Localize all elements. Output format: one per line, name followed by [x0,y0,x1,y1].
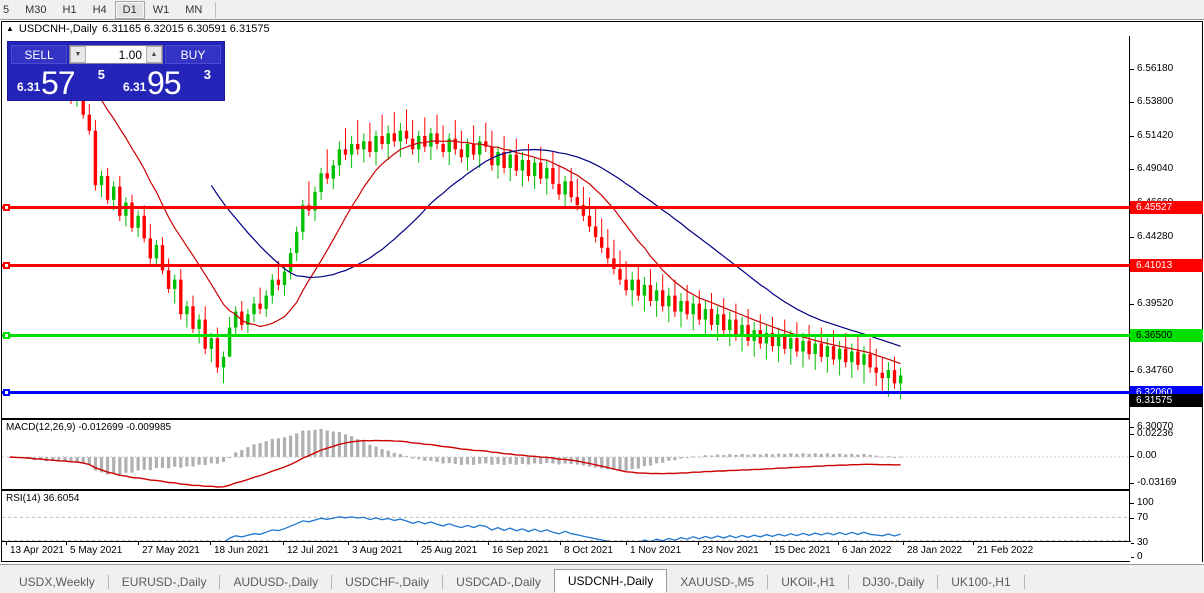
time-axis-label: 13 Apr 2021 [6,541,64,556]
symbol-tab-xauusd-m5[interactable]: XAUUSD-,M5 [680,575,755,589]
price-scale-tick: 6.49040 [1130,163,1203,175]
toolbar-divider [215,1,217,18]
time-axis-label: 6 Jan 2022 [838,541,892,556]
timeframe-button-w1[interactable]: W1 [152,3,170,16]
symbol-tab-divider [107,575,109,589]
indicator-scale-tick: 100 [1130,497,1203,509]
time-axis-label: 3 Aug 2021 [348,541,403,556]
symbol-tab-divider [442,575,444,589]
chart-symbol-label: USDCNH-,Daily [18,23,98,35]
candlestick-series [8,42,903,400]
bid-prefix: 6.31 [17,80,41,94]
rsi-pane-divider [2,489,1131,491]
time-axis-label: 18 Jun 2021 [209,541,270,556]
symbol-tab-ukoil-h1[interactable]: UKOil-,H1 [781,575,836,589]
trade-panel-quotes: 6.31 57 5 6.31 95 3 [8,65,224,100]
bid-fraction: 5 [97,67,105,82]
macd-pane-divider [2,418,1131,420]
timeframe-button-5[interactable]: 5 [3,3,10,16]
timeframe-button-h1[interactable]: H1 [62,3,77,16]
bid-big: 57 [41,65,76,97]
time-axis-label: 8 Oct 2021 [560,541,613,556]
timeframe-toolbar: 5 M30 H1 H4 D1 W1 MN [0,0,1204,20]
triangle-up-icon[interactable]: ▲ [6,24,14,33]
symbol-tab-usdcnh-daily[interactable]: USDCNH-,Daily [553,569,668,593]
rsi-series [2,516,1131,550]
ask-fraction: 3 [203,67,211,82]
time-axis-label: 23 Nov 2021 [698,541,759,556]
symbol-tab-divider [1023,575,1025,589]
price-scale[interactable]: 6.561806.538006.514206.490406.466606.442… [1129,36,1203,563]
symbol-tab-divider [331,575,333,589]
bid-quote[interactable]: 6.31 57 5 [11,65,115,97]
timeframe-button-m30[interactable]: M30 [25,3,47,16]
timeframe-button-mn[interactable]: MN [185,3,203,16]
price-level-tag-support-green[interactable]: 6.36500 [1130,329,1203,342]
symbol-tab-eurusd-daily[interactable]: EURUSD-,Daily [121,575,207,589]
price-scale-tick: 6.34760 [1130,365,1203,377]
time-axis-label: 27 May 2021 [138,541,200,556]
ask-prefix: 6.31 [123,80,147,94]
volume-input[interactable]: 1.00 [118,47,142,62]
indicator-scale-tick: 0 [1130,551,1203,563]
sell-button[interactable]: SELL [11,45,67,64]
price-scale-tick: 6.39520 [1130,298,1203,310]
symbol-tab-audusd-daily[interactable]: AUDUSD-,Daily [233,575,319,589]
chevron-up-icon[interactable]: ▲ [146,46,162,63]
price-pane[interactable] [2,36,1131,418]
one-click-trading-panel[interactable]: SELL ▼ 1.00 ▲ BUY 6.31 57 5 6.31 95 3 [7,41,225,101]
macd-series [2,429,1131,488]
chart-ohlc-values: 6.31165 6.32015 6.30591 6.31575 [102,23,270,35]
current-price-tag: 6.31575 [1130,394,1203,407]
symbol-tab-usdcad-daily[interactable]: USDCAD-,Daily [456,575,541,589]
time-axis-label: 21 Feb 2022 [972,541,1034,556]
ask-quote[interactable]: 6.31 95 3 [117,65,221,97]
symbol-tab-divider [937,575,939,589]
macd-label: MACD(12,26,9) -0.012699 -0.009985 [6,422,172,433]
price-level-tag-resistance-1[interactable]: 6.45527 [1130,201,1203,214]
symbol-tab-divider [767,575,769,589]
volume-stepper[interactable]: ▼ 1.00 ▲ [69,45,163,64]
buy-button[interactable]: BUY [165,45,221,64]
indicator-scale-tick: 0.00 [1130,450,1203,462]
rsi-pane[interactable]: RSI(14) 36.6054 [2,492,1131,562]
price-scale-tick: 6.53800 [1130,96,1203,108]
time-axis-label: 28 Jan 2022 [902,541,963,556]
time-axis-label: 16 Sep 2021 [488,541,549,556]
price-level-tag-resistance-2[interactable]: 6.41013 [1130,259,1203,272]
timeframe-button-d1[interactable]: D1 [114,0,145,19]
symbol-tab-divider [219,575,221,589]
indicator-scale-tick: 30 [1130,537,1203,549]
trade-panel-top-row: SELL ▼ 1.00 ▲ BUY [8,42,224,65]
timeframe-button-h4[interactable]: H4 [92,3,107,16]
symbol-tab-dj30-daily[interactable]: DJ30-,Daily [862,575,925,589]
symbol-tab-divider [848,575,850,589]
price-scale-tick: 6.30070 [1130,421,1203,433]
macd-pane[interactable]: MACD(12,26,9) -0.012699 -0.009985 [2,421,1131,488]
chart-frame: ▲ USDCNH-,Daily 6.31165 6.32015 6.30591 … [1,21,1203,562]
indicator-scale-tick: 70 [1130,512,1203,524]
symbol-tab-uk100-h1[interactable]: UK100-,H1 [951,575,1011,589]
time-axis-label: 12 Jul 2021 [283,541,339,556]
time-axis: 13 Apr 2021 5 May 2021 27 May 2021 18 Jun 2… [2,541,1131,561]
symbol-tab-bar: USDX,Weekly EURUSD-,Daily AUDUSD-,Daily USD… [0,564,1204,593]
indicator-scale-tick: 0.02236 [1130,428,1203,440]
symbol-tab-usdx-weekly[interactable]: USDX,Weekly [19,575,95,589]
time-axis-label: 5 May 2021 [65,541,123,556]
chevron-down-icon[interactable]: ▼ [70,46,86,63]
ask-big: 95 [147,65,182,97]
time-axis-label: 25 Aug 2021 [416,541,478,556]
symbol-tab-usdchf-daily[interactable]: USDCHF-,Daily [345,575,430,589]
chart-header: ▲ USDCNH-,Daily 6.31165 6.32015 6.30591 … [2,22,1202,36]
time-axis-label: 15 Dec 2021 [770,541,831,556]
rsi-label: RSI(14) 36.6054 [6,493,80,504]
price-scale-tick: 6.44280 [1130,231,1203,243]
time-axis-label: 1 Nov 2021 [625,541,682,556]
price-scale-tick: 6.51420 [1130,130,1203,142]
indicator-scale-tick: -0.03169 [1130,477,1203,489]
price-scale-tick: 6.56180 [1130,63,1203,75]
